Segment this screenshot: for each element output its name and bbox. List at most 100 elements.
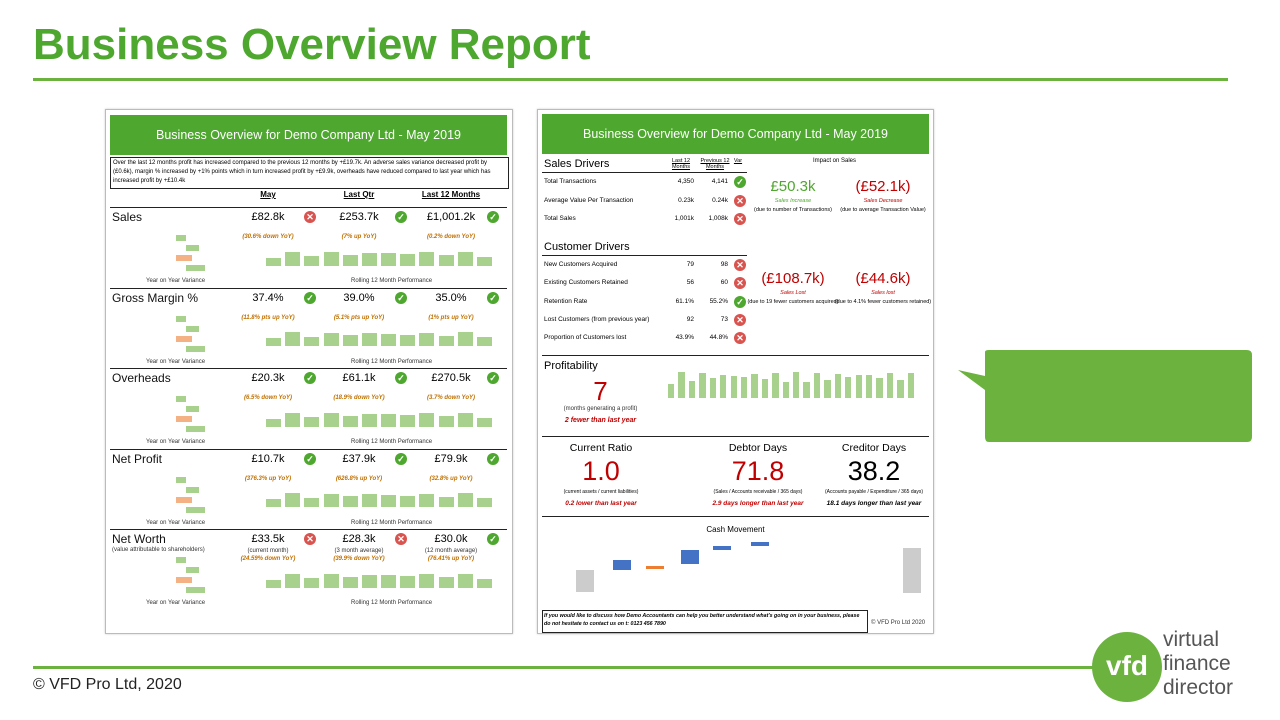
- cross-icon: ✕: [304, 211, 316, 223]
- check-icon: ✓: [395, 291, 407, 304]
- mini-bar: [419, 252, 435, 266]
- waterfall-bar: [681, 550, 699, 564]
- logo-line: virtual: [1163, 628, 1220, 651]
- mini-bar: [266, 499, 282, 508]
- variance-bar: [186, 345, 205, 352]
- mini-bar: [400, 415, 416, 427]
- ratio-value: 71.8: [731, 456, 785, 486]
- mini-bar: [476, 498, 492, 508]
- kpi-value: 39.0%: [343, 291, 375, 304]
- slide-title: Business Overview Report: [33, 20, 591, 69]
- logo-line: finance: [1163, 652, 1231, 675]
- mini-bar: [361, 494, 377, 508]
- mini-bar: [342, 496, 358, 508]
- ratio-heading: Current Ratio: [569, 442, 633, 454]
- cross-icon: ✕: [395, 533, 407, 545]
- section-rule: [542, 355, 929, 356]
- mini-bar: [323, 252, 339, 266]
- mini-bar: [400, 495, 416, 508]
- variance-bar: [186, 567, 199, 573]
- mini-bar: [400, 254, 416, 266]
- variance-bar: [186, 245, 199, 251]
- mini-bar: [730, 375, 737, 398]
- cross-icon: ✕: [734, 194, 746, 207]
- kpi-value: 35.0%: [435, 291, 467, 304]
- left-caption: Year on Year Variance: [146, 439, 206, 445]
- mini-bar: [897, 380, 904, 398]
- kpi-value: £61.1k: [342, 372, 376, 384]
- row-current: 61.1%: [675, 297, 694, 305]
- kpi-note: (18.9% down YoY): [333, 395, 385, 401]
- mini-bar: [342, 335, 358, 347]
- waterfall-bar: [646, 566, 664, 569]
- variance-bar: [176, 476, 186, 483]
- mini-bar: [668, 383, 675, 398]
- cross-icon: ✕: [734, 332, 746, 345]
- ratio-value: 1.0: [582, 456, 620, 486]
- kpi-value: £82.8k: [251, 211, 285, 223]
- section-name: Net Profit: [112, 451, 163, 466]
- logo-text: virtual finance director: [1163, 628, 1233, 700]
- right-caption: Rolling 12 Month Performance: [351, 519, 433, 526]
- check-icon: ✓: [395, 452, 407, 465]
- kpi-value: £79.9k: [434, 452, 468, 465]
- check-icon: ✓: [304, 452, 316, 465]
- mini-bar: [323, 574, 339, 588]
- mini-bar: [476, 417, 492, 427]
- mini-bar: [438, 577, 454, 588]
- waterfall-bar: [576, 570, 594, 592]
- check-icon: ✓: [304, 372, 316, 384]
- callout: [958, 350, 1252, 442]
- kpi-note: (0.2% down YoY): [426, 234, 475, 240]
- kpi-note: (5.1% pts up YoY): [333, 314, 385, 321]
- mini-bar: [845, 377, 852, 398]
- mini-bar: [457, 573, 473, 588]
- right-caption: Rolling 12 Month Performance: [351, 600, 433, 606]
- cross-icon: ✕: [734, 259, 746, 271]
- section-rule: [110, 529, 507, 530]
- row-label: Total Sales: [544, 215, 576, 222]
- left-caption: Year on Year Variance: [146, 519, 206, 526]
- column-header: Previous 12 Months: [700, 158, 730, 170]
- left-report: Business Overview for Demo Company Ltd -…: [105, 109, 513, 634]
- mini-bar: [865, 374, 873, 398]
- profit-value: 7: [593, 376, 608, 406]
- variance-bar: [186, 506, 205, 513]
- mini-bar: [688, 380, 696, 398]
- row-current: 4,350: [677, 178, 694, 185]
- cross-icon: ✕: [734, 313, 746, 326]
- check-icon: ✓: [734, 295, 746, 308]
- mini-bar: [907, 372, 914, 398]
- variance-bar: [176, 557, 186, 563]
- row-label: Proportion of Customers lost: [544, 334, 627, 342]
- mini-bar: [381, 333, 397, 347]
- kpi-note: (1% pts up YoY): [428, 314, 474, 321]
- mini-bar: [720, 374, 727, 398]
- variance-bar: [176, 396, 186, 402]
- copyright: © VFD Pro Ltd, 2020: [33, 676, 182, 693]
- mini-bar: [323, 332, 339, 347]
- mini-bar: [285, 573, 301, 588]
- mini-bar: [761, 379, 769, 398]
- impact-value: (£52.1k): [855, 178, 911, 195]
- kpi-note: (6.5% down YoY): [243, 395, 292, 401]
- kpi-value: £253.7k: [339, 211, 379, 223]
- left-caption: Year on Year Variance: [146, 278, 206, 284]
- mini-bar: [266, 579, 282, 588]
- row-current: 0.23k: [678, 196, 694, 204]
- ratio-heading: Debtor Days: [728, 442, 788, 454]
- row-previous: 1,008k: [708, 215, 728, 222]
- row-current: 92: [686, 315, 694, 323]
- check-icon: ✓: [304, 291, 316, 304]
- ratio-note: 18.1 days longer than last year: [826, 500, 922, 507]
- right-caption: Rolling 12 Month Performance: [351, 278, 433, 284]
- mini-bar: [813, 372, 821, 398]
- mini-bar: [304, 417, 320, 427]
- row-previous: 0.24k: [712, 196, 728, 204]
- right-caption: Rolling 12 Month Performance: [351, 358, 433, 365]
- kpi-value: £1,001.2k: [426, 211, 476, 223]
- right-caption: Rolling 12 Month Performance: [351, 439, 433, 445]
- mini-bar: [323, 493, 339, 508]
- section-subtitle: (value attributable to shareholders): [112, 547, 205, 553]
- column-header: Var: [733, 158, 743, 164]
